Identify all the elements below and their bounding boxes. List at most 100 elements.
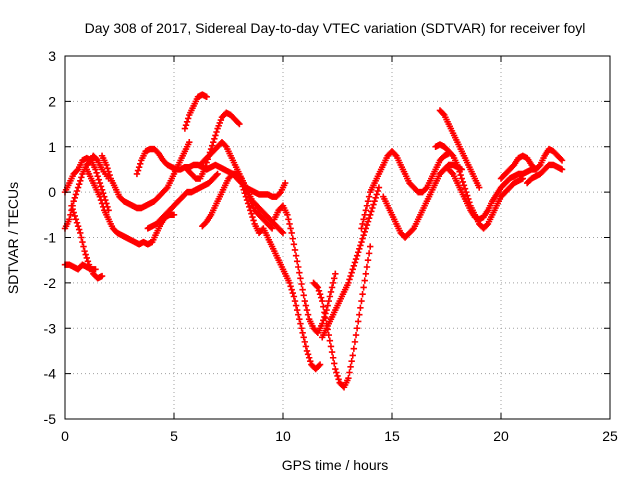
data-point [97,196,105,204]
data-point [303,306,311,314]
data-point [213,128,220,136]
data-point [77,229,84,237]
data-point [201,166,208,173]
data-point [267,224,275,231]
data-point [440,110,447,118]
data-point [296,269,303,276]
data-point [347,363,354,371]
data-point [246,203,253,211]
data-point [287,283,294,290]
y-tick-label: -1 [44,230,57,246]
data-point [202,162,209,170]
series-11 [196,139,287,237]
y-tick-label: -3 [44,320,57,336]
data-point [286,279,293,287]
data-point [461,185,469,192]
series-17 [358,148,452,232]
data-point [210,139,217,146]
data-point [359,220,366,228]
series-4 [83,166,178,248]
data-point [135,163,143,171]
series-12 [199,170,276,232]
data-point [316,361,324,368]
data-point [346,276,353,283]
data-point [362,207,370,214]
data-point [353,252,361,259]
series-5 [98,139,193,212]
y-tick-label: 3 [48,48,56,64]
data-point [349,266,356,273]
data-point [293,258,301,265]
data-point [248,210,255,217]
data-point [362,270,370,277]
y-tick-label: 0 [48,184,56,200]
data-point [289,235,297,242]
data-point [350,262,358,270]
data-point [98,200,106,207]
data-point [303,347,311,355]
data-point [289,289,297,297]
data-point [458,175,465,182]
data-point [371,198,378,205]
data-point [240,186,247,194]
data-point [348,269,355,276]
data-point [105,168,112,175]
series-9 [144,170,221,232]
series-10 [183,109,243,182]
data-point [83,254,90,262]
data-point [315,287,323,295]
data-point [287,225,294,232]
data-point [250,217,257,224]
data-point [347,272,354,280]
data-point [348,357,355,365]
data-point [73,187,81,195]
data-point [307,357,314,365]
data-point [93,169,100,177]
data-point [363,263,371,271]
data-point [361,228,368,236]
data-point [183,118,191,125]
data-point [392,151,399,158]
data-point [70,198,77,205]
data-point [374,187,382,195]
data-point [69,205,76,213]
series-6 [181,91,210,132]
series-16 [319,184,383,341]
data-point [350,345,358,352]
data-point [242,193,250,200]
data-point [329,354,337,361]
data-point [186,139,193,146]
data-point [301,297,308,305]
data-point [346,369,353,376]
data-point [372,194,379,201]
data-point [349,352,356,359]
data-point [208,142,216,149]
y-tick-label: -4 [44,366,57,382]
y-tick-label: -2 [44,275,57,291]
data-point [74,184,82,191]
data-point [358,225,365,232]
data-point [313,283,320,290]
data-point [84,258,92,265]
axis-ticks [64,55,611,420]
data-point [300,292,307,299]
data-point [278,228,286,236]
data-point [325,297,332,305]
series-19 [436,107,483,191]
data-point [297,320,304,327]
data-point [238,179,245,187]
y-tick-label: 1 [48,139,56,155]
data-point [364,218,372,225]
data-point [321,309,328,316]
x-tick-label: 20 [493,428,509,444]
data-point [96,193,104,200]
data-point [370,201,377,208]
data-point [358,238,365,246]
data-point [288,286,295,293]
data-point [315,362,323,369]
data-point [457,171,464,179]
data-point [293,306,301,314]
data-point [355,318,362,325]
data-point [334,372,341,380]
data-point [332,365,339,373]
